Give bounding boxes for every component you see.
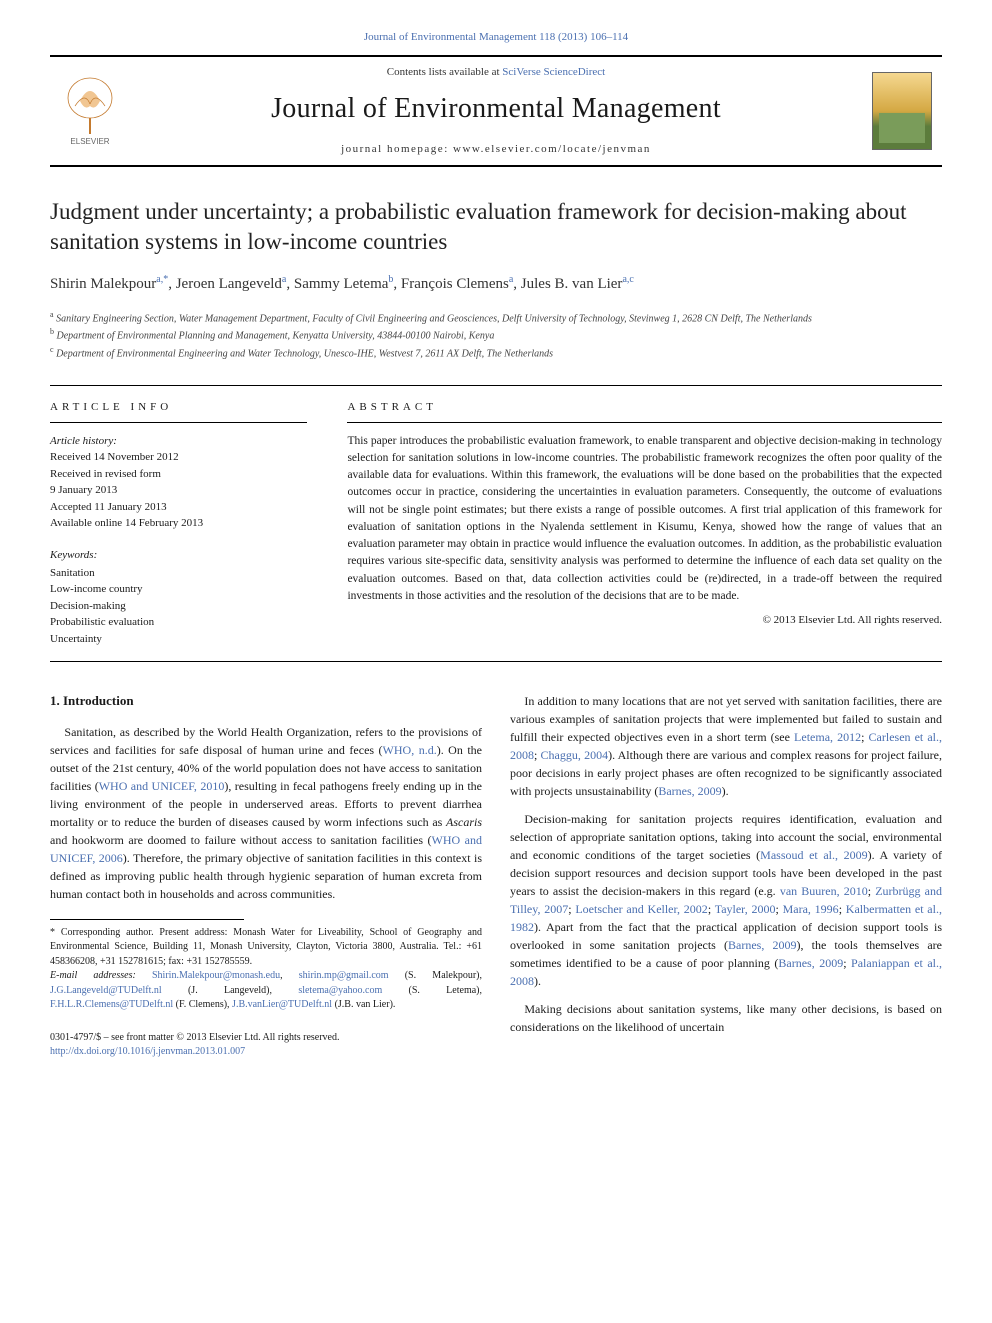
- corresponding-author-footnote: * Corresponding author. Present address:…: [50, 926, 482, 970]
- journal-name: Journal of Environmental Management: [130, 89, 862, 128]
- journal-reference: Journal of Environmental Management 118 …: [50, 30, 942, 45]
- body-paragraph: In addition to many locations that are n…: [510, 692, 942, 800]
- masthead: ELSEVIER Contents lists available at Sci…: [50, 55, 942, 167]
- history-line: Available online 14 February 2013: [50, 515, 307, 532]
- issn-copyright-line: 0301-4797/$ – see front matter © 2013 El…: [50, 1031, 482, 1045]
- abstract-column: ABSTRACT This paper introduces the proba…: [347, 386, 942, 661]
- body-paragraph: Making decisions about sanitation system…: [510, 1000, 942, 1036]
- publisher-logo-wrap: ELSEVIER: [50, 76, 130, 146]
- author-list: Shirin Malekpoura,*, Jeroen Langevelda, …: [50, 273, 942, 295]
- body-col-right: In addition to many locations that are n…: [510, 692, 942, 1058]
- homepage-prefix: journal homepage:: [341, 143, 453, 155]
- history-line: Received 14 November 2012: [50, 449, 307, 466]
- keyword: Sanitation: [50, 565, 307, 582]
- body-paragraph: Decision-making for sanitation projects …: [510, 810, 942, 990]
- abstract-copyright: © 2013 Elsevier Ltd. All rights reserved…: [347, 613, 942, 628]
- keyword: Low-income country: [50, 581, 307, 598]
- info-abstract-row: ARTICLE INFO Article history: Received 1…: [50, 385, 942, 662]
- keyword: Probabilistic evaluation: [50, 614, 307, 631]
- affiliation-a: a Sanitary Engineering Section, Water Ma…: [50, 309, 942, 326]
- body-paragraph: Sanitation, as described by the World He…: [50, 723, 482, 903]
- masthead-center: Contents lists available at SciVerse Sci…: [130, 65, 862, 157]
- history-line: 9 January 2013: [50, 482, 307, 499]
- journal-cover-thumbnail: [872, 72, 932, 150]
- keywords-label: Keywords:: [50, 548, 307, 563]
- contents-prefix: Contents lists available at: [387, 66, 502, 78]
- abstract-text: This paper introduces the probabilistic …: [347, 433, 942, 606]
- section-heading: 1. Introduction: [50, 692, 482, 710]
- corresponding-text: * Corresponding author. Present address:…: [50, 927, 482, 967]
- history-line: Received in revised form: [50, 466, 307, 483]
- section-number: 1.: [50, 693, 60, 708]
- body-columns: 1. Introduction Sanitation, as described…: [50, 692, 942, 1058]
- history-label: Article history:: [50, 433, 307, 450]
- keywords-list: Sanitation Low-income country Decision-m…: [50, 565, 307, 648]
- affiliations-block: a Sanitary Engineering Section, Water Ma…: [50, 309, 942, 361]
- journal-homepage-line: journal homepage: www.elsevier.com/locat…: [130, 142, 862, 157]
- email-addresses-footnote: E-mail addresses: Shirin.Malekpour@monas…: [50, 969, 482, 1013]
- affiliation-b: b Department of Environmental Planning a…: [50, 326, 942, 343]
- doi-link[interactable]: http://dx.doi.org/10.1016/j.jenvman.2013…: [50, 1045, 482, 1059]
- article-info-header: ARTICLE INFO: [50, 400, 307, 422]
- elsevier-tree-icon: ELSEVIER: [60, 76, 120, 146]
- keyword: Uncertainty: [50, 631, 307, 648]
- front-matter-block: 0301-4797/$ – see front matter © 2013 El…: [50, 1031, 482, 1059]
- journal-cover-wrap: [862, 72, 942, 150]
- emails-label: E-mail addresses:: [50, 970, 136, 981]
- abstract-header: ABSTRACT: [347, 400, 942, 422]
- article-info-column: ARTICLE INFO Article history: Received 1…: [50, 386, 317, 661]
- footnote-separator: [50, 919, 244, 920]
- sciencedirect-link[interactable]: SciVerse ScienceDirect: [502, 66, 605, 78]
- body-col-left: 1. Introduction Sanitation, as described…: [50, 692, 482, 1058]
- keyword: Decision-making: [50, 598, 307, 615]
- history-line: Accepted 11 January 2013: [50, 499, 307, 516]
- article-title: Judgment under uncertainty; a probabilis…: [50, 197, 942, 257]
- svg-text:ELSEVIER: ELSEVIER: [70, 137, 109, 146]
- affiliation-c: c Department of Environmental Engineerin…: [50, 344, 942, 361]
- homepage-url[interactable]: www.elsevier.com/locate/jenvman: [453, 143, 651, 155]
- contents-available-line: Contents lists available at SciVerse Sci…: [130, 65, 862, 80]
- section-title-text: Introduction: [63, 693, 134, 708]
- article-history: Article history: Received 14 November 20…: [50, 433, 307, 532]
